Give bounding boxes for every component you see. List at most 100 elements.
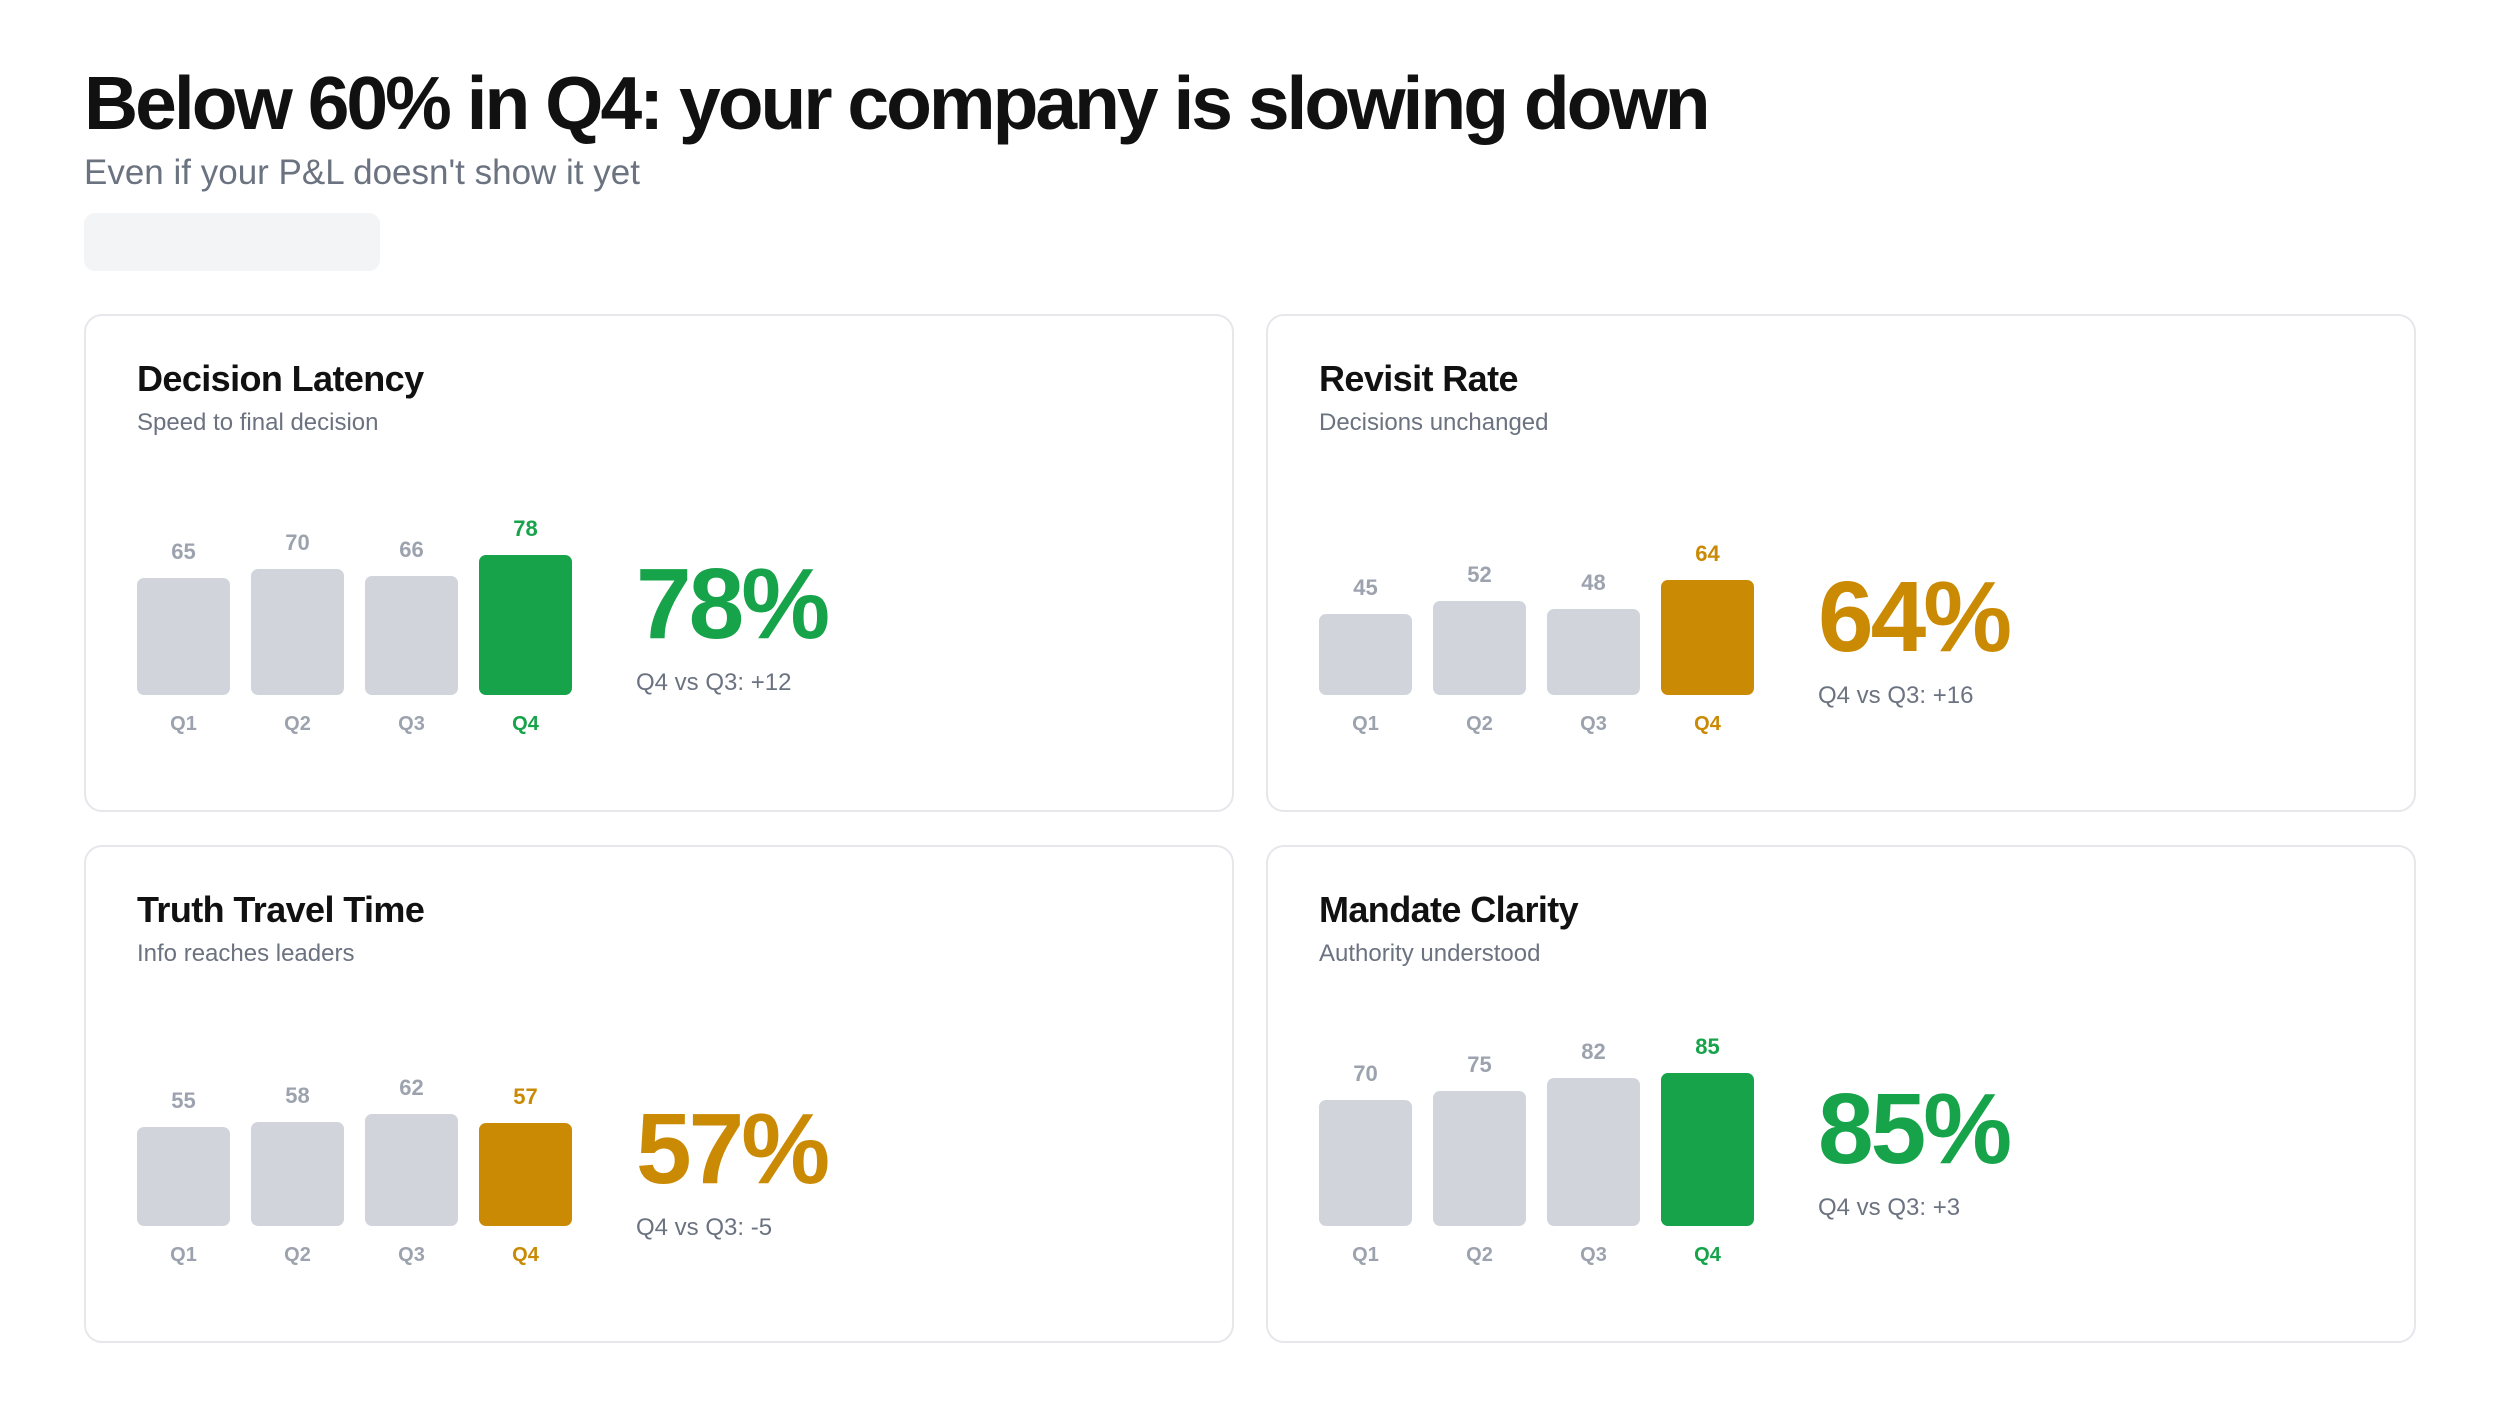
bar-column: 58 Q2 [251,1083,344,1267]
bar [1433,1091,1526,1226]
card-title: Truth Travel Time [137,889,425,930]
bar-category-label: Q1 [170,713,197,735]
bar-column-highlight: 78 Q4 [479,516,572,736]
bar-column: 75 Q2 [1433,1052,1526,1267]
bar-column-highlight: 57 Q4 [479,1084,572,1267]
bar [251,1122,344,1226]
bar-value-label: 78 [513,516,538,541]
bar-value-label: 57 [513,1084,538,1109]
bar-highlight [479,1123,572,1226]
bar-category-label: Q1 [1352,713,1379,735]
card-subtitle: Speed to final decision [137,409,379,436]
bar [1547,1078,1640,1226]
chart-row: 70 Q1 75 Q2 82 Q3 85 Q4 [1319,1034,2012,1267]
bar-column: 55 Q1 [137,1088,230,1267]
card-title: Mandate Clarity [1319,889,1579,930]
bar [1433,601,1526,695]
bar-column: 52 Q2 [1433,562,1526,736]
bar-value-label: 48 [1581,570,1606,595]
bar-chart: 70 Q1 75 Q2 82 Q3 85 Q4 [1319,1034,1754,1267]
metric-summary: 57% Q4 vs Q3: -5 [636,1093,830,1243]
bar-category-label: Q3 [398,713,425,735]
chart-row: 45 Q1 52 Q2 48 Q3 64 Q4 [1319,541,2012,736]
bar-category-label: Q3 [398,1244,425,1266]
card-subtitle: Info reaches leaders [137,940,355,967]
metric-summary: 78% Q4 vs Q3: +12 [636,548,830,698]
card-title: Revisit Rate [1319,358,1518,399]
bar-value-label: 70 [1353,1061,1378,1086]
bar-category-label: Q2 [284,713,311,735]
bar [365,576,458,695]
bar [137,1127,230,1226]
metric-card-mandate-clarity: Mandate Clarity Authority understood 70 … [1266,845,2416,1343]
bar-category-label: Q4 [1694,1244,1721,1266]
bar-column: 82 Q3 [1547,1039,1640,1267]
metric-value: 57% [636,1093,830,1205]
bar-value-label: 82 [1581,1039,1606,1064]
metrics-grid: Decision Latency Speed to final decision… [84,314,2416,1343]
metric-value: 64% [1818,560,2012,673]
bar-column: 48 Q3 [1547,570,1640,736]
bar-value-label: 55 [171,1088,196,1113]
metric-delta: Q4 vs Q3: +16 [1818,681,1974,709]
bar-value-label: 75 [1467,1052,1492,1077]
page-subtitle: Even if your P&L doesn't show it yet [84,153,640,192]
bar-column: 70 Q1 [1319,1061,1412,1267]
card-subtitle: Authority understood [1319,940,1541,967]
bar-category-label: Q3 [1580,713,1607,735]
bar-value-label: 66 [399,537,424,562]
bar-chart: 65 Q1 70 Q2 66 Q3 78 Q4 [137,516,572,736]
chart-row: 65 Q1 70 Q2 66 Q3 78 Q4 [137,516,830,736]
metric-delta: Q4 vs Q3: +3 [1818,1193,1961,1221]
metric-card-decision-latency: Decision Latency Speed to final decision… [84,314,1234,812]
card-subtitle: Decisions unchanged [1319,409,1549,436]
metric-summary: 64% Q4 vs Q3: +16 [1818,560,2012,711]
bar-column-highlight: 85 Q4 [1661,1034,1754,1267]
bar [137,578,230,695]
bar-column: 62 Q3 [365,1075,458,1267]
metric-value: 85% [1818,1072,2012,1185]
bar-category-label: Q4 [1694,713,1721,735]
bar-chart: 55 Q1 58 Q2 62 Q3 57 Q4 [137,1075,572,1267]
bar-category-label: Q2 [1466,713,1493,735]
bar [1319,614,1412,695]
card-title: Decision Latency [137,358,424,399]
bar-value-label: 62 [399,1075,424,1100]
bar-value-label: 70 [285,530,310,555]
metric-summary: 85% Q4 vs Q3: +3 [1818,1072,2012,1223]
bar-category-label: Q2 [1466,1244,1493,1266]
bar-highlight [479,555,572,695]
chart-row: 55 Q1 58 Q2 62 Q3 57 Q4 [137,1075,830,1267]
bar-category-label: Q4 [512,1244,539,1266]
bar-value-label: 64 [1695,541,1720,566]
placeholder-pill [84,213,380,271]
bar-value-label: 45 [1353,575,1378,600]
metric-delta: Q4 vs Q3: +12 [636,669,792,696]
bar-category-label: Q3 [1580,1244,1607,1266]
metric-card-revisit-rate: Revisit Rate Decisions unchanged 45 Q1 5… [1266,314,2416,812]
bar-category-label: Q1 [1352,1244,1379,1266]
bar-chart: 45 Q1 52 Q2 48 Q3 64 Q4 [1319,541,1754,736]
metric-value: 78% [636,548,830,660]
bar-category-label: Q4 [512,713,539,735]
bar-column: 65 Q1 [137,539,230,736]
bar-highlight [1661,1073,1754,1226]
page-title: Below 60% in Q4: your company is slowing… [84,61,1711,145]
bar [1547,609,1640,695]
bar-category-label: Q2 [284,1244,311,1266]
bar-column: 66 Q3 [365,537,458,736]
metric-delta: Q4 vs Q3: -5 [636,1214,773,1241]
bar-column-highlight: 64 Q4 [1661,541,1754,736]
bar-column: 45 Q1 [1319,575,1412,736]
bar-highlight [1661,580,1754,695]
bar-value-label: 65 [171,539,196,564]
bar-value-label: 52 [1467,562,1492,587]
bar-value-label: 58 [285,1083,310,1108]
bar [365,1114,458,1226]
bar-value-label: 85 [1695,1034,1720,1059]
bar [1319,1100,1412,1226]
bar [251,569,344,695]
bar-column: 70 Q2 [251,530,344,736]
metric-card-truth-travel-time: Truth Travel Time Info reaches leaders 5… [84,845,1234,1343]
bar-category-label: Q1 [170,1244,197,1266]
